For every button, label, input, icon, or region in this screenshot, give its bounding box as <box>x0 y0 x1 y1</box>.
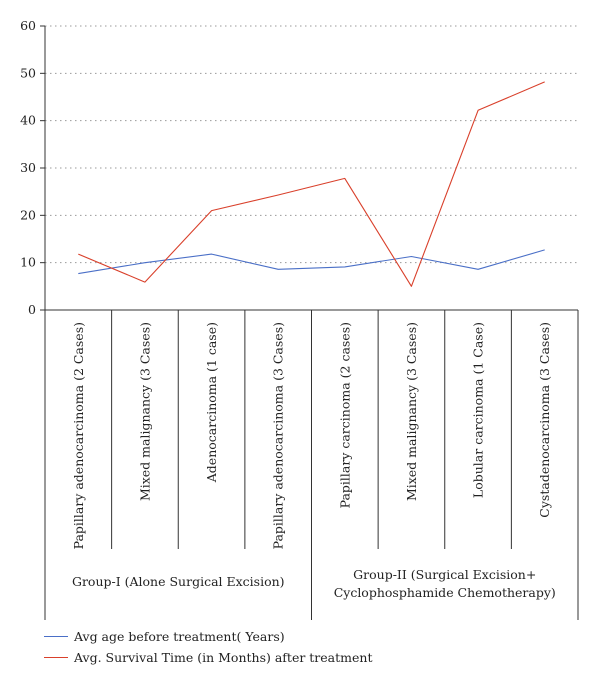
category-label: Adenocarcinoma (1 case) <box>204 322 219 483</box>
group-label: Group-II (Surgical Excision+ <box>353 567 536 582</box>
series-line-age <box>78 249 545 275</box>
category-label: Mixed malignancy (3 Cases) <box>404 322 419 501</box>
y-tick-label: 30 <box>20 160 36 175</box>
group-label: Group-I (Alone Surgical Excision) <box>72 574 285 589</box>
legend-swatch-survival <box>44 657 68 658</box>
legend-item-age: Avg age before treatment( Years) <box>44 626 372 647</box>
series-lines <box>78 81 545 287</box>
y-axis: 0 10 20 30 40 50 60 <box>20 18 46 620</box>
category-label: Mixed malignancy (3 Cases) <box>137 322 152 501</box>
y-tick-label: 60 <box>20 18 36 33</box>
x-axis-table: Papillary adenocarcinoma (2 Cases) Mixed … <box>45 309 579 620</box>
legend: Avg age before treatment( Years) Avg. Su… <box>44 626 372 668</box>
legend-item-survival: Avg. Survival Time (in Months) after tre… <box>44 647 372 668</box>
legend-swatch-age <box>44 636 68 637</box>
category-label: Lobular carcinoma (1 Case) <box>471 322 486 498</box>
category-label: Papillary adenocarcinoma (2 Cases) <box>71 322 86 549</box>
category-label: Papillary adenocarcinoma (3 Cases) <box>271 322 286 549</box>
category-label: Cystadenocarcinoma (3 Cases) <box>537 322 552 518</box>
y-tick-label: 50 <box>20 65 36 80</box>
y-tick-label: 0 <box>28 302 36 317</box>
gridlines <box>45 25 578 264</box>
group-label: Cyclophosphamide Chemotherapy) <box>334 585 556 600</box>
series-line-survival <box>78 81 545 287</box>
legend-label-survival: Avg. Survival Time (in Months) after tre… <box>74 650 373 665</box>
category-label: Papillary carcinoma (2 cases) <box>337 322 352 508</box>
y-tick-label: 20 <box>20 207 36 222</box>
legend-label-age: Avg age before treatment( Years) <box>74 629 285 644</box>
y-tick-label: 10 <box>20 255 36 270</box>
y-tick-label: 40 <box>20 113 36 128</box>
